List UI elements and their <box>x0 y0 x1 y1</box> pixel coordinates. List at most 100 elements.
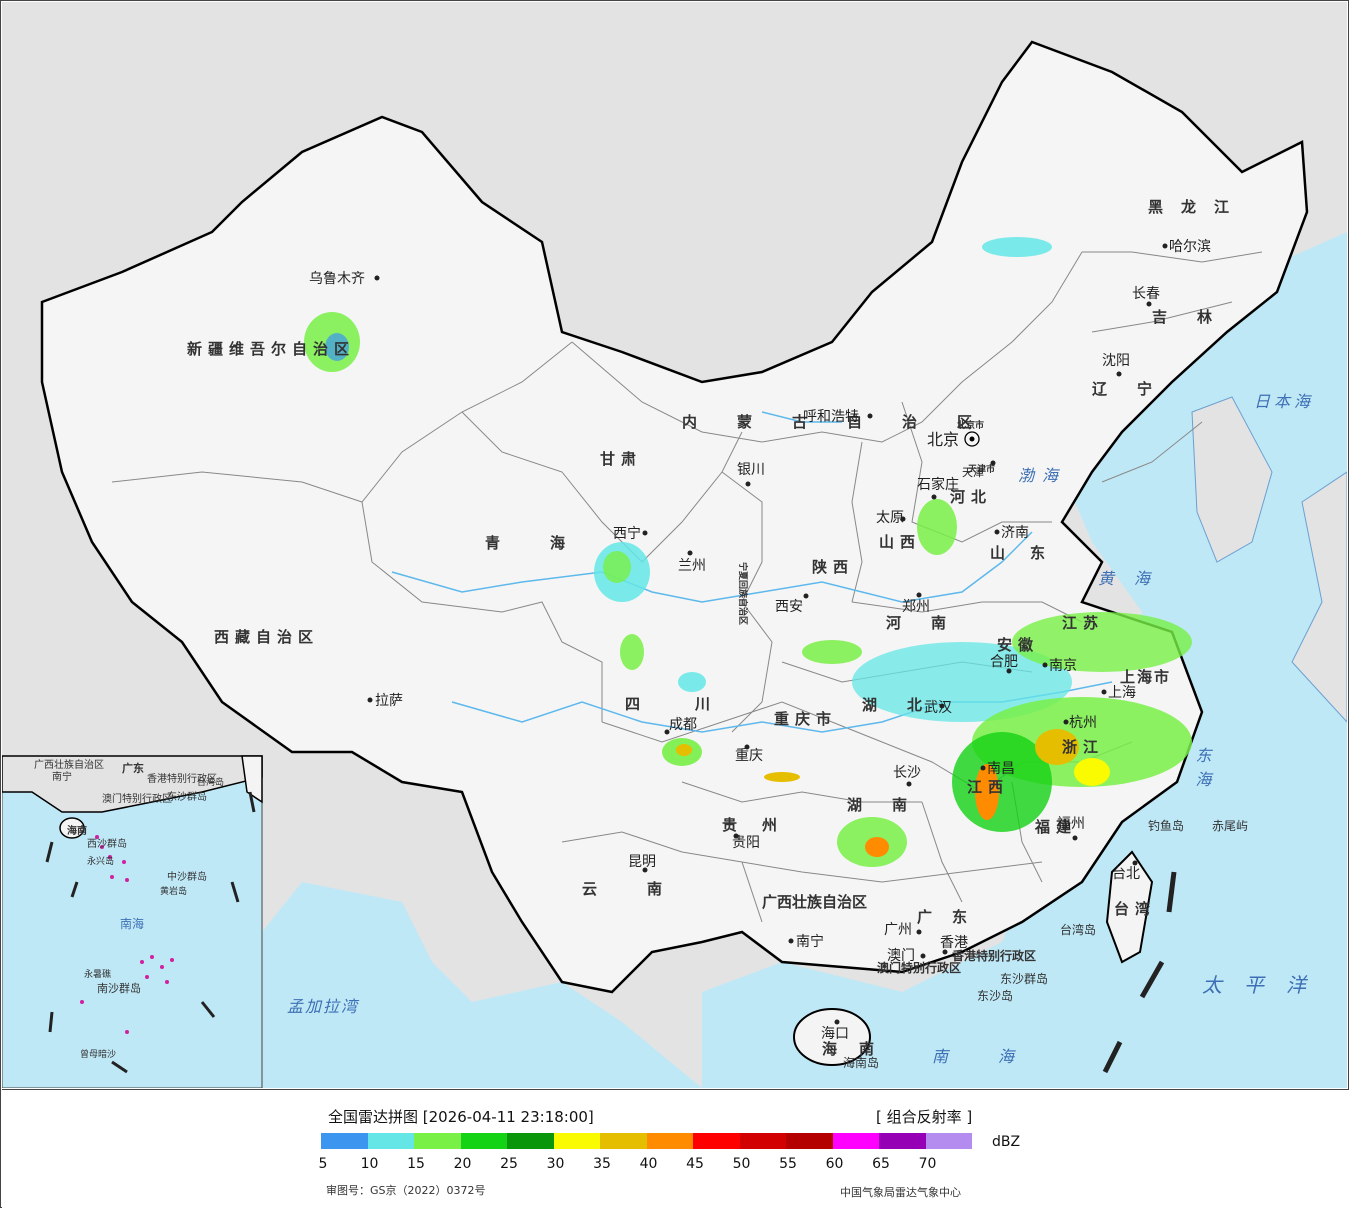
color-swatch <box>879 1133 926 1149</box>
city-taiyuan: 太原 <box>876 510 904 526</box>
tick-label: 10 <box>360 1156 379 1172</box>
province-label-hubei: 湖北 <box>862 696 952 714</box>
province-label-taiwan: 台湾 <box>1114 900 1156 918</box>
tick-label: 45 <box>686 1156 704 1172</box>
city-xining: 西宁 <box>613 525 641 542</box>
city-taipei: 台北 <box>1112 866 1140 882</box>
city-guiyang: 贵阳 <box>732 835 760 851</box>
inset-label-nansha: 南沙群岛 <box>97 981 141 995</box>
inset-label-zhongsha: 中沙群岛 <box>167 870 207 883</box>
color-swatch <box>832 1133 879 1149</box>
inset-label-xisha: 西沙群岛 <box>87 837 127 850</box>
radar-mosaic-map: 新疆维吾尔自治区 西藏自治区 青海 甘肃 四川 云南 黑龙江 吉林 辽宁 河北 … <box>2 2 1347 1088</box>
city-nanjing: 南京 <box>1049 658 1077 674</box>
taiwan-island <box>1105 850 1154 964</box>
province-label-sichuan: 四川 <box>625 695 765 713</box>
province-label-shaanxi: 陕西 <box>812 558 854 576</box>
unit-label: dBZ <box>992 1134 1021 1150</box>
sea-japan: 日本海 <box>1254 392 1314 411</box>
color-swatch <box>739 1133 786 1149</box>
city-chongqing: 重庆 <box>735 748 763 764</box>
province-label-shanxi: 山西 <box>879 533 921 551</box>
island-dongsha-group: 东沙群岛 <box>1000 971 1048 986</box>
tick-label: 15 <box>407 1156 425 1172</box>
capital-marker-icon <box>964 431 980 447</box>
tick-label: 35 <box>593 1156 611 1172</box>
city-nanchang: 南昌 <box>987 761 1015 777</box>
color-swatch <box>786 1133 833 1149</box>
inset-label-zengmu: 曾母暗沙 <box>80 1048 116 1060</box>
tick-label: 70 <box>918 1156 937 1172</box>
province-label-hunan: 湖南 <box>847 796 937 814</box>
city-macao: 澳门 <box>887 948 915 964</box>
province-label-zhejiang: 浙江 <box>1062 738 1104 756</box>
province-label-ningxia: 宁夏回族自治区 <box>737 562 749 625</box>
province-label-shandong: 山东 <box>990 544 1070 562</box>
city-changchun: 长春 <box>1132 286 1160 302</box>
tick-label: 30 <box>546 1156 565 1172</box>
color-swatch <box>600 1133 647 1149</box>
city-shanghai: 上海 <box>1108 685 1136 701</box>
city-beijing: 北京 <box>927 430 959 449</box>
color-swatch <box>646 1133 693 1149</box>
color-swatch <box>693 1133 740 1149</box>
inset-label-nanning: 南宁 <box>52 770 72 783</box>
city-hongkong: 香港 <box>940 935 968 951</box>
color-swatch <box>367 1133 414 1149</box>
city-yinchuan: 银川 <box>737 462 765 478</box>
inset-label-hongkong: 香港特别行政区 <box>147 772 217 785</box>
city-wuhan: 武汉 <box>924 700 952 716</box>
inset-label-yongshu: 永暑礁 <box>84 968 111 980</box>
province-label-shanghai: 上海市 <box>1120 668 1171 686</box>
inset-label-guangdong: 广东 <box>122 761 144 775</box>
ocean-bay-of-bengal <box>262 882 702 1088</box>
tick-label: 55 <box>779 1156 797 1172</box>
province-label-jilin: 吉林 <box>1152 308 1242 326</box>
agency-name: 中国气象局雷达气象中心 <box>840 1186 961 1199</box>
island-hainan: 海南岛 <box>843 1055 879 1070</box>
sea-huanghai: 黄海 <box>1098 569 1170 588</box>
province-label-guizhou: 贵州 <box>722 816 802 834</box>
dbz-color-bar <box>321 1133 972 1149</box>
city-shenyang: 沈阳 <box>1102 353 1130 369</box>
city-xian: 西安 <box>775 599 803 615</box>
tick-label: 65 <box>872 1156 890 1172</box>
korea-peninsula <box>1191 396 1273 563</box>
province-label-guangxi: 广西壮族自治区 <box>762 893 867 911</box>
city-hohhot: 呼和浩特 <box>803 409 859 425</box>
city-haikou: 海口 <box>821 1026 849 1042</box>
color-swatch <box>507 1133 554 1149</box>
province-label-xizang: 西藏自治区 <box>214 628 319 646</box>
maritime-boundary-marks <box>1102 871 1177 1074</box>
inset-label-guangxi: 广西壮族自治区 <box>34 758 104 771</box>
city-hangzhou: 杭州 <box>1069 715 1097 731</box>
color-swatch <box>414 1133 461 1149</box>
tick-label: 60 <box>825 1156 844 1172</box>
tick-label: 5 <box>318 1156 328 1172</box>
province-label-liaoning: 辽宁 <box>1092 380 1182 398</box>
province-label-xinjiang: 新疆维吾尔自治区 <box>187 340 355 358</box>
map-review-number: 审图号：GS京（2022）0372号 <box>326 1184 486 1197</box>
province-label-yunnan: 云南 <box>582 880 712 898</box>
tick-label: 50 <box>732 1156 751 1172</box>
sea-bengal: 孟加拉湾 <box>287 997 360 1016</box>
province-label-fujian: 福建 <box>1034 818 1077 836</box>
ocean-east <box>702 232 1347 1088</box>
province-label-jiangxi: 江西 <box>967 778 1009 796</box>
south-china-sea-inset: 广西壮族自治区 南宁 广东 香港特别行政区 澳门特别行政区 东沙群岛 海南 西沙… <box>2 755 263 1088</box>
city-hefei: 合肥 <box>990 654 1018 670</box>
province-label-jiangsu: 江苏 <box>1062 614 1104 632</box>
radar-echoes <box>304 237 1192 867</box>
legend-panel: 全国雷达拼图 [2026-04-11 23:18:00] [ 组合反射率 ] d… <box>2 1089 1349 1208</box>
city-urumqi: 乌鲁木齐 <box>309 271 365 287</box>
island-taiwan: 台湾岛 <box>1060 922 1096 937</box>
city-chengdu: 成都 <box>669 717 697 733</box>
city-kunming: 昆明 <box>628 854 656 870</box>
sea-pacific: 太平洋 <box>1202 973 1328 997</box>
sea-donghai: 东海 <box>1193 747 1212 795</box>
tick-label: 40 <box>639 1156 658 1172</box>
province-label-hongkong: 香港特别行政区 <box>951 948 1036 963</box>
inset-label-yongxing: 永兴岛 <box>87 855 114 867</box>
province-label-hainan: 海南 <box>822 1040 896 1058</box>
